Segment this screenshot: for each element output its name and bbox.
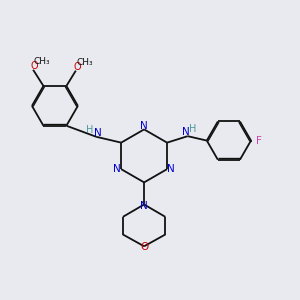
Text: H: H [86, 125, 93, 135]
Text: N: N [140, 201, 148, 211]
Text: O: O [74, 62, 81, 72]
Text: CH₃: CH₃ [33, 57, 50, 66]
Text: O: O [31, 61, 38, 71]
Text: CH₃: CH₃ [77, 58, 94, 67]
Text: F: F [256, 136, 262, 146]
Text: N: N [113, 164, 121, 174]
Text: O: O [140, 242, 148, 252]
Text: N: N [182, 127, 190, 137]
Text: N: N [167, 164, 175, 174]
Text: N: N [94, 128, 101, 138]
Text: N: N [140, 121, 148, 130]
Text: H: H [189, 124, 196, 134]
